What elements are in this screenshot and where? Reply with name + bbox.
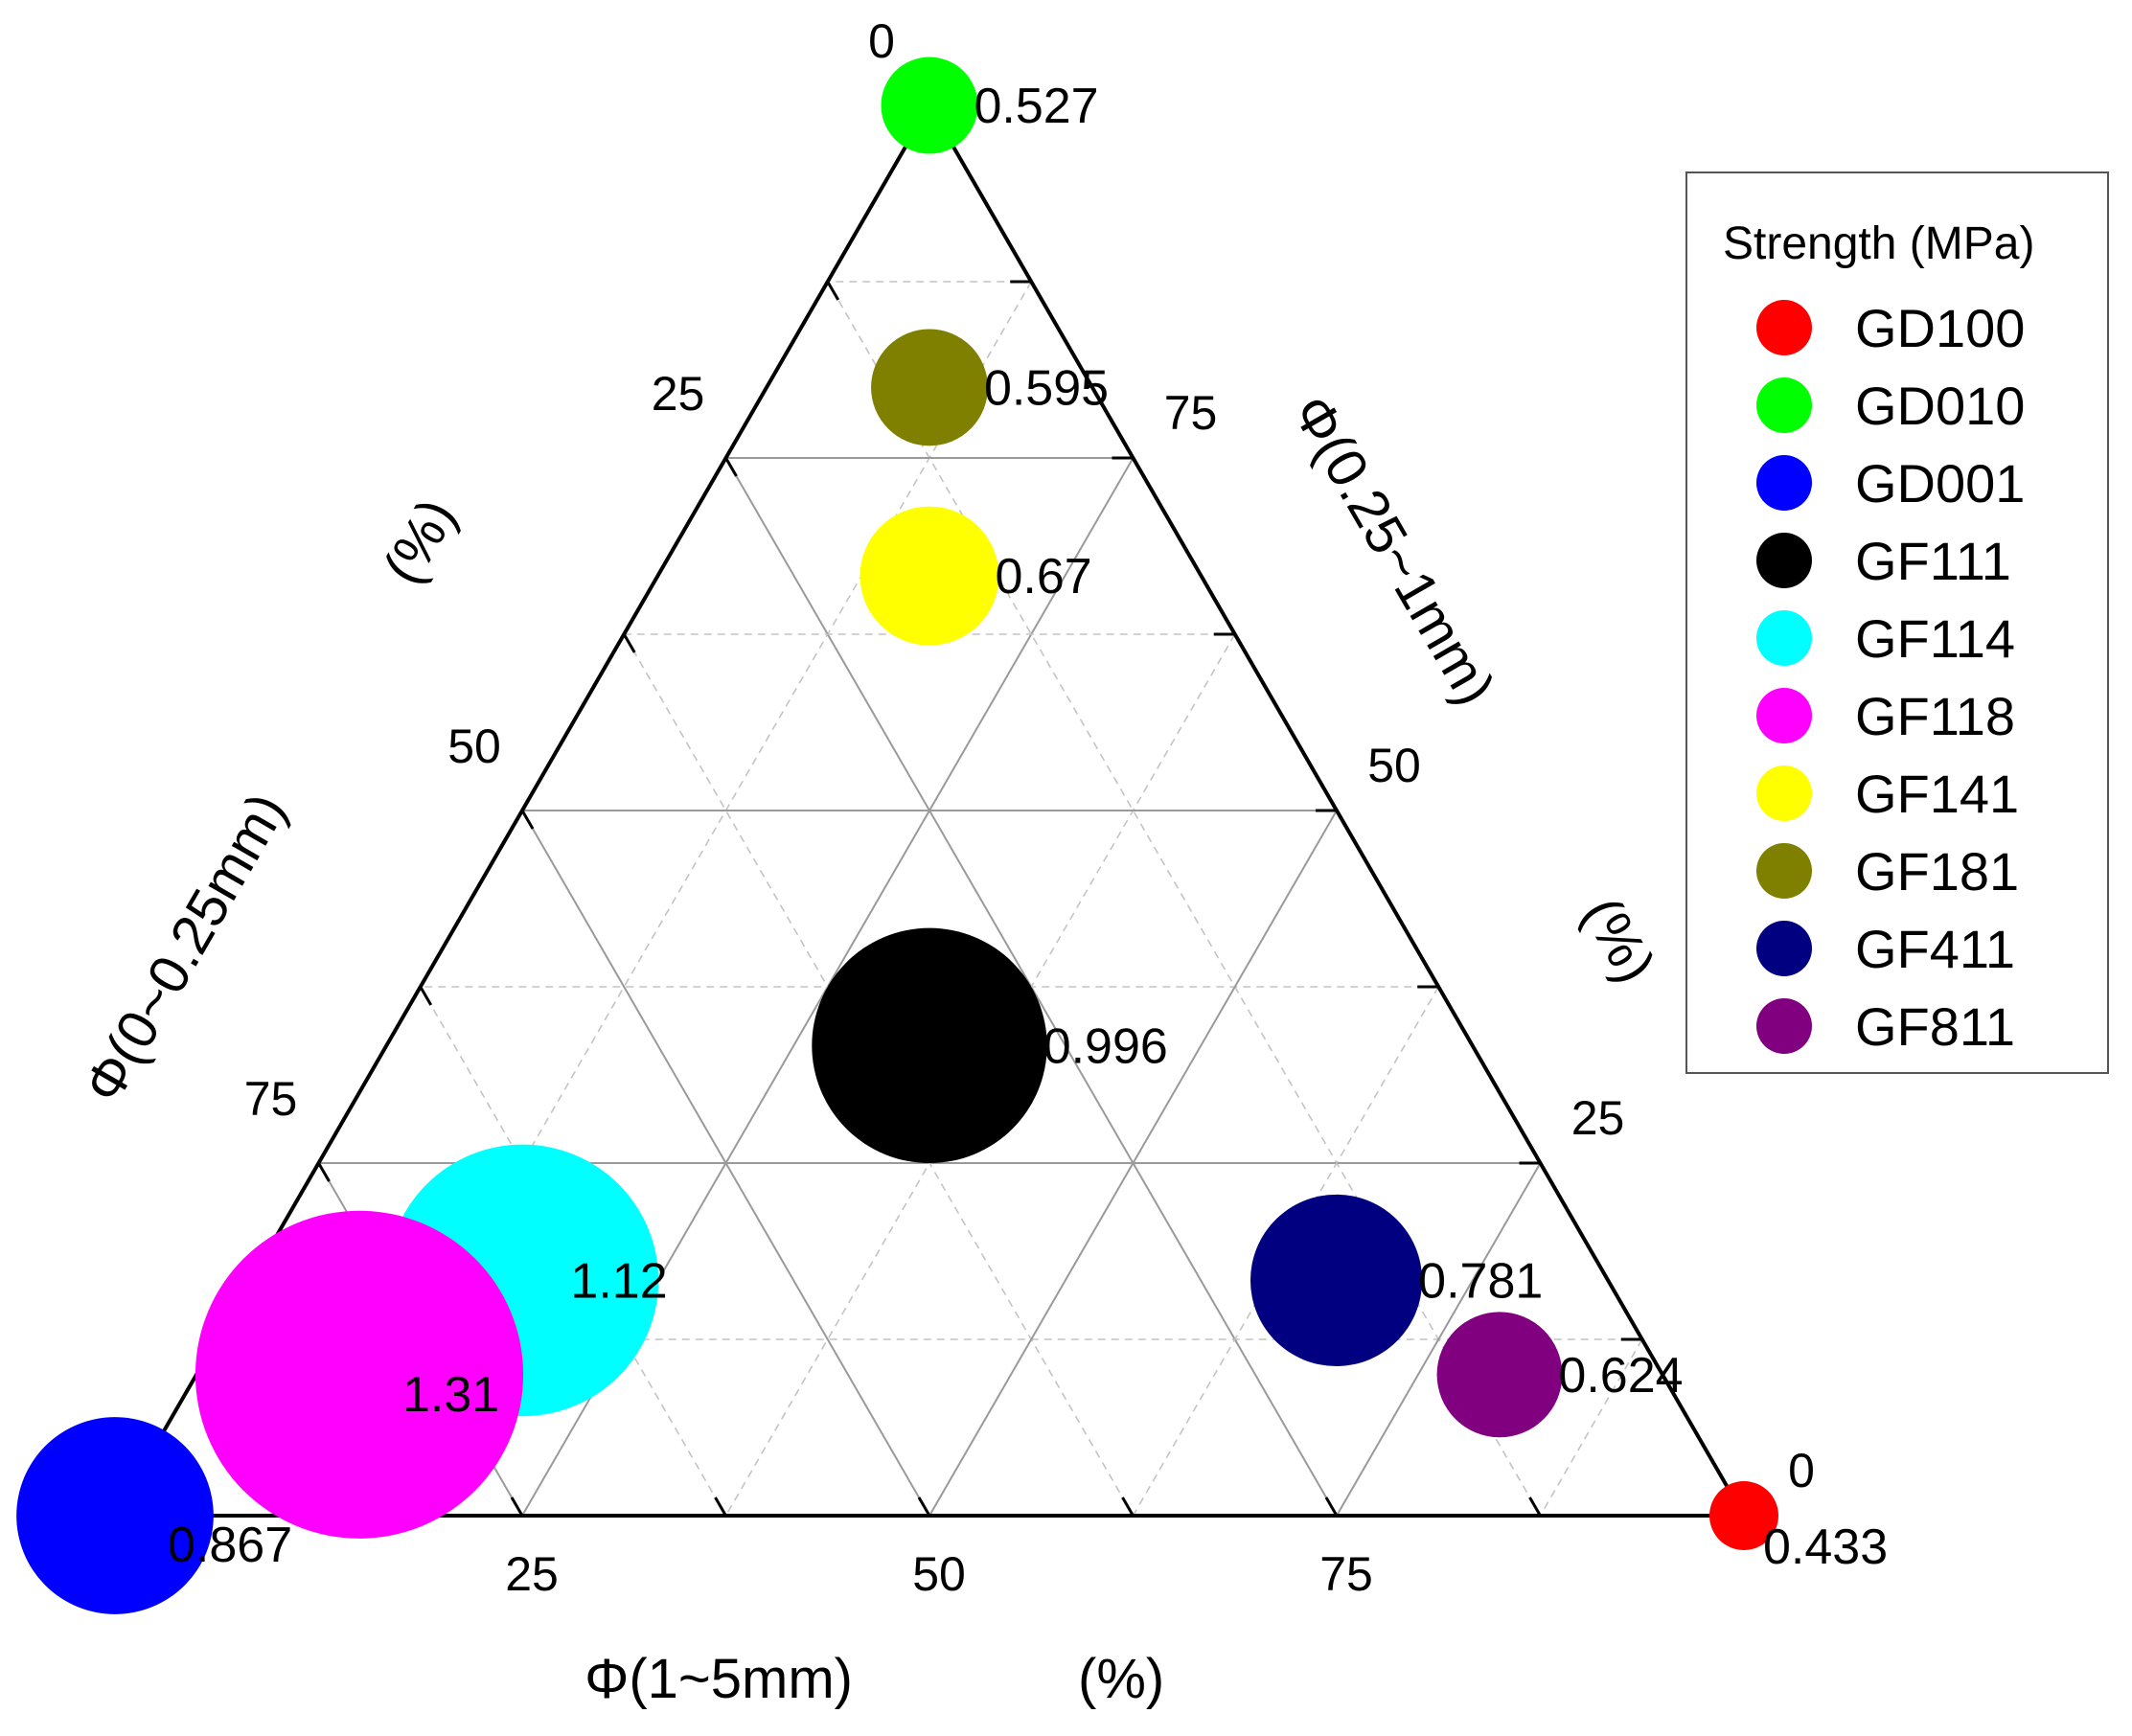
tick-mark	[510, 1496, 524, 1517]
legend-label-gd001: GD001	[1855, 453, 2025, 514]
tick-mark	[714, 1496, 727, 1517]
bottom-axis-title: Φ(1~5mm) (%)	[585, 1648, 1164, 1710]
legend-label-gf141: GF141	[1855, 764, 2019, 824]
legend-marker-gd010	[1756, 377, 1812, 433]
right-tick-label: 0	[1788, 1444, 1815, 1497]
legend-marker-gf141	[1756, 765, 1812, 821]
right-tick-label: 75	[1164, 386, 1218, 440]
value-label-gf118: 1.31	[402, 1367, 499, 1423]
left-axis-label: Φ(0~0.25mm)	[72, 783, 299, 1113]
left-axis-unit: (%)	[371, 489, 468, 595]
legend-box	[1685, 171, 2109, 1074]
legend-marker-gf111	[1756, 533, 1812, 588]
legend-marker-gf114	[1756, 610, 1812, 666]
legend-label-gf181: GF181	[1855, 841, 2019, 902]
value-label-gf181: 0.595	[984, 360, 1109, 416]
right-tick-label: 25	[1571, 1091, 1625, 1145]
value-label-gf114: 1.12	[570, 1253, 667, 1309]
legend-label-gd010: GD010	[1855, 376, 2025, 436]
grid-line	[724, 633, 1236, 1517]
bottom-tick-label: 25	[505, 1547, 559, 1601]
right-tick-label: 50	[1367, 739, 1421, 792]
bubble-gd010	[881, 57, 978, 154]
value-label-gd100: 0.433	[1763, 1519, 1888, 1575]
bubble-gd100	[1709, 1481, 1778, 1550]
legend-label-gf811: GF811	[1855, 996, 2015, 1057]
bottom-axis-unit: (%)	[1078, 1648, 1164, 1710]
grid-line	[521, 810, 930, 1517]
tick-mark	[826, 281, 840, 301]
legend-marker-gd001	[1756, 455, 1812, 511]
left-tick-label: 25	[652, 367, 705, 421]
value-label-gf141: 0.67	[995, 549, 1091, 605]
bottom-tick-label: 50	[912, 1547, 966, 1601]
legend-marker-gf181	[1756, 843, 1812, 899]
left-tick-label: 75	[244, 1072, 298, 1126]
legend-items: GD100 GD010 GD001 GF111 GF114 GF118 GF141 GF181…	[1756, 298, 2025, 1057]
bottom-tick-label: 75	[1319, 1547, 1373, 1601]
tick-mark	[724, 457, 738, 477]
legend-label-gd100: GD100	[1855, 298, 2025, 358]
tick-mark	[1324, 1496, 1339, 1517]
right-axis-label: Φ(0.25~1mm)	[1280, 385, 1507, 716]
legend-label-gf411: GF411	[1855, 919, 2015, 979]
legend-marker-gd100	[1756, 300, 1812, 355]
tick-mark	[419, 986, 433, 1006]
bubble-gf181	[871, 329, 988, 446]
bubble-gf411	[1249, 1194, 1423, 1367]
legend-marker-gf811	[1756, 998, 1812, 1054]
bubble-gf141	[860, 506, 999, 646]
right-axis-title: Φ(0.25~1mm) (%)	[1280, 385, 1667, 994]
bubbles	[16, 57, 1778, 1614]
left-axis-title: Φ(0~0.25mm) (%)	[72, 489, 469, 1113]
grid-line	[928, 810, 1338, 1517]
tick-mark	[1121, 1496, 1135, 1517]
grid-line	[827, 281, 1542, 1517]
grid-line	[1539, 1338, 1643, 1517]
value-labels: 0.433 0.527 0.867 0.996 1.12 1.31 0.67 0.595 0.7…	[168, 79, 1888, 1575]
legend-marker-gf411	[1756, 921, 1812, 976]
left-tick-label: 50	[447, 720, 501, 773]
tick-mark	[917, 1496, 931, 1517]
bubble-gd001	[16, 1417, 214, 1614]
value-label-gf811: 0.624	[1558, 1348, 1683, 1404]
legend-title: Strength (MPa)	[1723, 218, 2034, 269]
bubble-gf111	[812, 927, 1047, 1164]
left-tick-label: 0	[868, 14, 895, 68]
tick-mark	[317, 1162, 331, 1182]
value-label-gf111: 0.996	[1043, 1018, 1168, 1074]
legend-label-gf111: GF111	[1855, 531, 2011, 591]
value-label-gd001: 0.867	[168, 1518, 292, 1573]
value-label-gf411: 0.781	[1418, 1253, 1543, 1309]
tick-mark	[520, 810, 535, 830]
triangle-frame	[111, 102, 1748, 1518]
legend-label-gf114: GF114	[1855, 608, 2015, 669]
legend: Strength (MPa) GD100 GD010 GD001 GF111 GF114…	[1685, 171, 2109, 1074]
legend-marker-gf118	[1756, 688, 1812, 743]
grid-line	[623, 633, 1135, 1517]
bottom-axis-label: Φ(1~5mm)	[585, 1648, 853, 1710]
value-label-gd010: 0.527	[974, 79, 1098, 134]
tick-mark	[1528, 1496, 1542, 1517]
bubble-gf811	[1436, 1312, 1563, 1438]
right-axis-unit: (%)	[1570, 887, 1667, 994]
grid-line	[1336, 1162, 1542, 1517]
legend-label-gf118: GF118	[1855, 686, 2015, 746]
tick-mark	[622, 633, 636, 653]
bubble-gf118	[195, 1210, 524, 1539]
